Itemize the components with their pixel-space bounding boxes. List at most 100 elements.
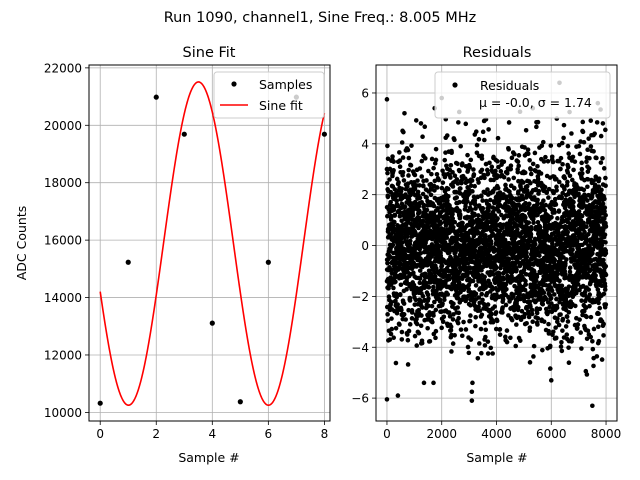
residual-point [419,158,425,164]
residual-point [493,310,499,315]
residual-point [407,238,413,244]
residual-point [563,324,569,329]
residual-point [561,122,567,128]
residual-point [395,393,401,398]
sine-fit-line [99,81,326,407]
residual-point [449,150,454,156]
residual-point [458,327,464,332]
residual-point [596,338,602,344]
residual-point [586,231,591,237]
residual-point [496,209,502,214]
residual-point [458,143,463,149]
residual-point [588,144,594,149]
residual-point [557,299,562,305]
residual-point [533,278,539,284]
residual-point [565,143,571,149]
y-tick-label: −2 [351,290,369,304]
residual-point [472,198,478,203]
residual-point [447,276,452,282]
residual-point [524,183,530,189]
residual-point [561,135,566,141]
residual-point [594,354,600,359]
residual-point [496,164,501,170]
residual-point [418,121,424,126]
residual-point [565,229,570,235]
residual-point [514,322,519,327]
residual-point [564,257,569,262]
residual-point [461,319,466,325]
residual-point [417,166,423,171]
residual-point [487,160,492,166]
sine-fit-panel: Sine Fit 0 2 4 6 8 10000 12000 14000 16000 18000 2… [14,45,331,465]
residual-point [402,204,408,210]
residual-point [516,178,521,184]
residual-point [541,319,547,324]
residual-point [559,348,565,354]
residual-point [485,351,491,356]
residual-point [469,207,474,213]
residual-point [575,322,581,327]
residual-point [555,316,560,321]
residual-point [579,346,584,351]
residual-point [510,217,516,222]
residual-point [559,283,565,289]
residual-point [579,166,585,172]
residual-point [570,247,575,253]
residual-point [426,296,431,301]
residual-point [592,131,597,136]
x-tick-label: 6 [265,427,273,441]
residual-point [444,133,450,138]
residual-point [433,328,439,334]
residual-point [535,316,541,321]
sine-fit-ticks: 0 2 4 6 8 10000 12000 14000 16000 18000 20000 22000 [44,61,328,441]
residual-point [599,243,605,248]
residual-point [599,187,604,193]
residual-point [517,338,523,343]
residual-point [432,178,438,184]
residual-point [520,261,526,266]
residual-point [431,165,436,171]
y-tick-label: 6 [361,86,369,100]
residual-point [523,200,528,206]
residual-point [584,238,589,244]
residual-point [581,139,587,145]
residual-point [558,312,563,317]
figure-suptitle: Run 1090, channel1, Sine Freq.: 8.005 MH… [164,10,477,26]
residual-point [566,151,571,156]
residual-point [479,291,485,297]
residual-point [576,191,581,197]
residual-point [409,316,415,321]
sine-fit-legend: Samples Sine fit [213,71,325,119]
residual-point [522,238,527,243]
residual-point [513,235,518,240]
residual-point [543,296,549,302]
residual-point [418,300,424,305]
residual-point [397,322,402,327]
residual-point [426,285,432,290]
sample-point [153,94,159,100]
residual-point [483,327,489,333]
residual-point [541,198,546,203]
residual-point [425,292,431,298]
residual-point [413,297,419,303]
residual-point [397,158,403,163]
residual-point [416,330,422,336]
residual-point [392,219,397,225]
sample-point [209,320,215,326]
y-tick-label: 0 [361,239,369,253]
residual-point [447,314,453,319]
residual-point [569,335,575,341]
residual-point [420,191,426,197]
residual-point [397,150,402,155]
residual-point [603,240,608,245]
residual-point [418,323,424,329]
residual-point [535,163,540,169]
residual-point [539,143,545,149]
residual-point [391,285,396,291]
residual-point [555,216,560,221]
residual-point [459,333,465,339]
residual-point [475,194,480,200]
residual-point [580,129,586,135]
residual-point [503,182,508,188]
residual-point [387,177,392,182]
